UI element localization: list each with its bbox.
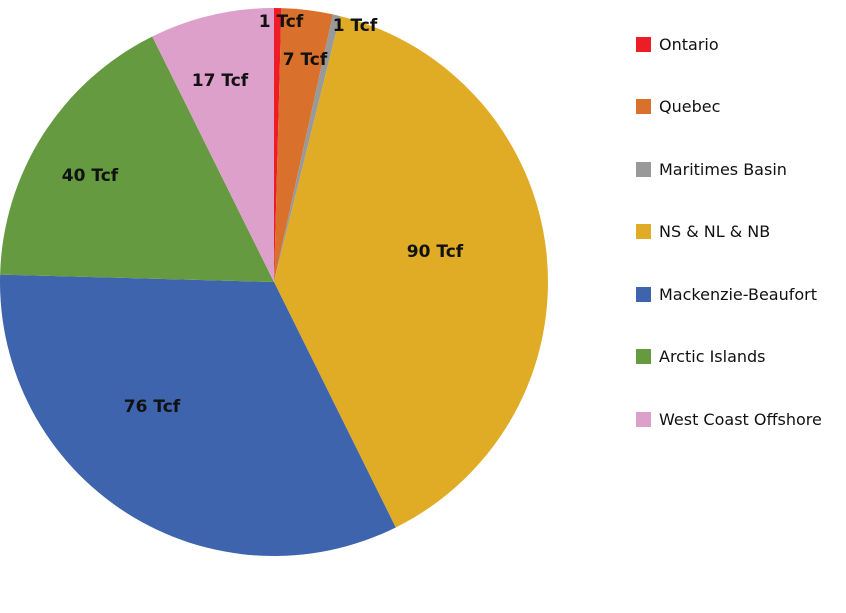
pie-slice-quebec — [274, 8, 333, 283]
legend-label: Arctic Islands — [659, 346, 766, 366]
data-label: 40 Tcf — [62, 166, 119, 186]
legend-swatch-ns-nl-nb — [636, 223, 651, 239]
legend-label: Mackenzie-Beaufort — [659, 284, 818, 304]
legend-item-ontario: Ontario — [636, 33, 719, 55]
legend-label: West Coast Offshore — [659, 409, 822, 429]
pie-slice-arctic-islands — [0, 36, 274, 282]
legend-swatch-quebec — [636, 98, 651, 114]
legend-swatch-mackenzie-beaufort — [636, 286, 651, 302]
legend-item-ns-nl-nb: NS & NL & NB — [636, 220, 770, 242]
data-label: 7 Tcf — [283, 50, 328, 70]
data-label: 17 Tcf — [192, 71, 249, 91]
legend-swatch-arctic-islands — [636, 348, 651, 364]
pie-slice-west-coast-offshore — [152, 7, 274, 282]
legend-item-arctic-islands: Arctic Islands — [636, 345, 766, 367]
legend-label: Ontario — [659, 34, 719, 54]
pie-slices — [0, 7, 548, 556]
pie-slice-ns-nl-nb — [274, 16, 548, 528]
pie-slice-mackenzie-beaufort — [0, 274, 396, 556]
data-label: 76 Tcf — [124, 397, 181, 417]
legend-label: Quebec — [659, 96, 721, 116]
legend-item-mackenzie-beaufort: Mackenzie-Beaufort — [636, 283, 817, 305]
data-label: 90 Tcf — [407, 242, 464, 262]
legend-item-west-coast-offshore: West Coast Offshore — [636, 408, 822, 430]
legend-item-quebec: Quebec — [636, 95, 720, 117]
data-label: 1 Tcf — [333, 16, 378, 36]
data-label: 1 Tcf — [259, 12, 304, 32]
legend-swatch-west-coast-offshore — [636, 411, 651, 427]
legend-label: Maritimes Basin — [659, 159, 787, 179]
legend-swatch-ontario — [636, 36, 651, 52]
legend-item-maritimes-basin: Maritimes Basin — [636, 158, 787, 180]
legend-swatch-maritimes-basin — [636, 161, 651, 177]
pie-slice-ontario — [274, 8, 282, 282]
pie-slice-maritimes-basin — [274, 14, 341, 282]
legend-label: NS & NL & NB — [659, 221, 771, 241]
